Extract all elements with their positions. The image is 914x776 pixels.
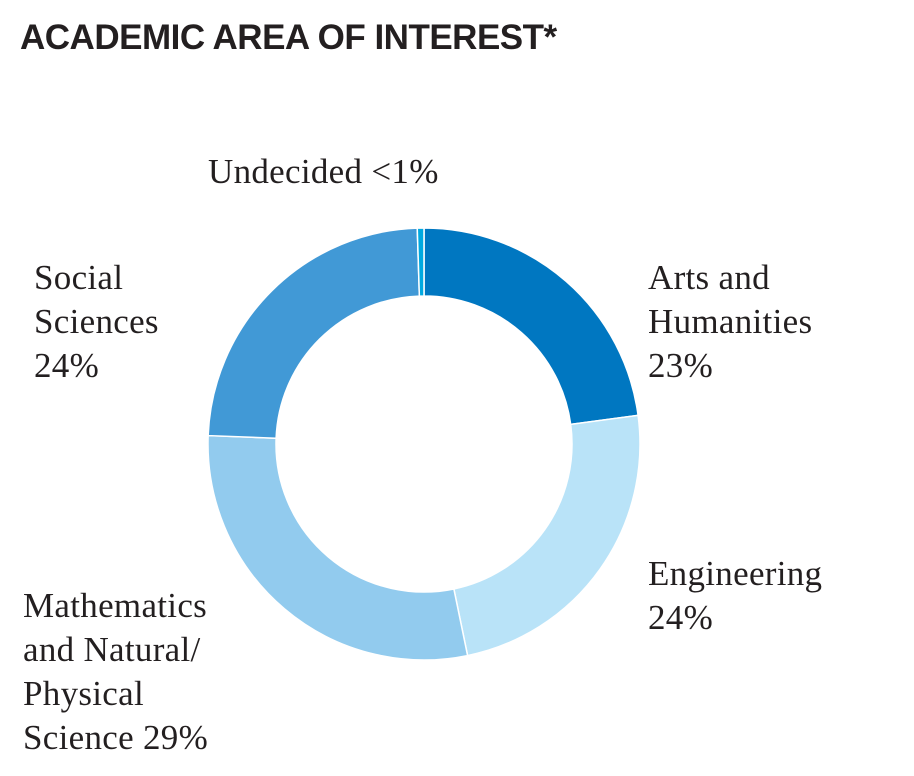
slice-label-undecided: Undecided <1%: [208, 152, 439, 191]
slice-label-math-natural-physical-science: Mathematics and Natural/ Physical Scienc…: [23, 586, 209, 757]
slice-mathematics-and-natural-physical-science: [207, 434, 469, 661]
chart-title: ACADEMIC AREA OF INTEREST*: [20, 18, 557, 57]
slice-label-engineering: Engineering 24%: [648, 554, 823, 637]
slice-undecided: [416, 227, 425, 297]
slice-social-sciences: [207, 227, 421, 439]
slice-label-arts-humanities: Arts and Humanities 23%: [648, 258, 813, 385]
slice-label-social-sciences: Social Sciences 24%: [34, 258, 159, 385]
slice-engineering: [452, 414, 641, 657]
slice-arts-and-humanities: [423, 227, 639, 426]
